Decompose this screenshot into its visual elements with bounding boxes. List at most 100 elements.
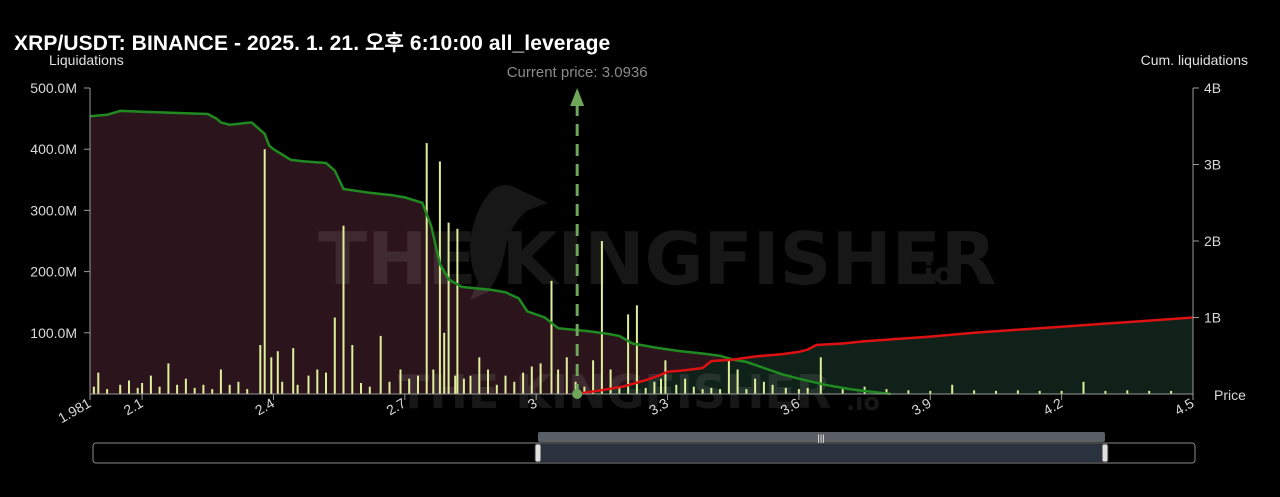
liquidation-bar: [1104, 390, 1107, 394]
right-axis-ticks: 1B 2B 3B 4B: [1193, 80, 1221, 326]
liquidation-bar: [539, 363, 542, 394]
long-liquidations-area: [575, 317, 1193, 394]
liquidation-bar: [692, 386, 695, 394]
liquidation-bar: [368, 386, 371, 394]
liquidation-bar: [841, 389, 844, 394]
right-tick-label: 1B: [1204, 310, 1221, 326]
liquidation-bar: [158, 386, 161, 394]
chart-title: XRP/USDT: BINANCE - 2025. 1. 21. 오후 6:10…: [14, 32, 611, 55]
liquidation-bar: [710, 387, 713, 394]
liquidation-bar: [211, 389, 214, 394]
long-cumulative-line: [575, 316, 1194, 396]
liquidation-bar: [784, 387, 787, 394]
liquidation-bar: [478, 357, 481, 394]
liquidation-bar: [797, 389, 800, 394]
liquidation-bar: [1126, 390, 1129, 394]
kingfisher-bird-icon: [470, 185, 548, 300]
range-slider-grip-icon[interactable]: |||: [817, 433, 824, 443]
x-tick-label: 1.981: [55, 395, 94, 426]
liquidation-bar: [184, 378, 187, 394]
liquidation-bar: [1170, 390, 1173, 394]
liquidation-bar: [487, 369, 489, 394]
liquidation-bar: [1016, 390, 1019, 394]
liquidation-bar: [600, 241, 603, 394]
current-price-label: Current price: 3.0936: [507, 64, 648, 81]
liquidation-bar: [425, 143, 428, 394]
liquidation-bar: [727, 360, 730, 394]
range-slider-left-handle[interactable]: [534, 443, 542, 463]
liquidation-bar: [806, 387, 809, 394]
liquidation-bar: [246, 389, 249, 394]
right-tick-label: 4B: [1204, 80, 1221, 96]
liquidation-bar: [951, 384, 954, 394]
liquidation-bar: [592, 360, 595, 394]
liquidation-bar: [684, 378, 687, 394]
left-tick-label: 100.0M: [30, 325, 77, 341]
liquidation-bar: [522, 372, 525, 394]
liquidation-bars: [92, 143, 1173, 394]
liquidation-bar: [119, 384, 122, 394]
liquidation-bar: [664, 360, 667, 394]
liquidation-bar: [399, 369, 402, 394]
liquidation-bar: [504, 375, 507, 394]
liquidation-bar: [292, 348, 295, 394]
liquidation-bar: [973, 390, 976, 394]
liquidation-bar: [106, 389, 109, 394]
liquidation-bar: [281, 381, 284, 394]
liquidation-bar: [771, 384, 774, 394]
liquidation-bar: [237, 381, 240, 394]
liquidation-bar: [408, 378, 411, 394]
range-slider-track[interactable]: [92, 442, 1196, 464]
liquidation-bar: [360, 383, 362, 394]
liquidation-bar: [316, 369, 319, 394]
range-slider-drag-bar[interactable]: [538, 432, 1105, 442]
liquidation-bar: [167, 363, 170, 394]
liquidation-bar: [701, 389, 704, 394]
left-axis-title: Liquidations: [49, 52, 124, 68]
liquidation-bar: [719, 389, 722, 394]
liquidation-bar: [469, 375, 472, 394]
liquidation-bar: [557, 369, 560, 394]
liquidation-bar: [454, 375, 457, 394]
liquidation-bar: [660, 378, 662, 394]
liquidation-bar: [495, 384, 498, 394]
liquidation-bar: [550, 280, 553, 394]
liquidation-bar: [609, 369, 612, 394]
liquidation-bar: [351, 345, 354, 394]
liquidation-bar: [1082, 381, 1085, 394]
liquidation-bar: [462, 378, 465, 394]
liquidation-bar: [438, 161, 441, 394]
x-axis-title: Price: [1214, 387, 1246, 403]
right-axis-title: Cum. liquidations: [1140, 52, 1248, 68]
liquidation-bar: [443, 332, 446, 394]
left-tick-label: 300.0M: [30, 202, 77, 218]
liquidation-bar: [432, 369, 435, 394]
liquidation-bar: [219, 369, 222, 394]
liquidation-bar: [296, 384, 299, 394]
liquidation-bar: [202, 384, 205, 394]
range-slider[interactable]: |||: [92, 432, 1196, 464]
short-liquidations-area: [90, 110, 891, 395]
liquidation-bar: [259, 345, 262, 394]
liquidation-bar: [618, 386, 621, 394]
range-slider-selection[interactable]: [538, 444, 1105, 462]
liquidation-bar: [1148, 390, 1151, 394]
liquidation-bar: [333, 317, 336, 394]
short-cumulative-line: [89, 109, 892, 396]
liquidation-bar: [276, 351, 279, 394]
current-price-marker: Current price: 3.0936: [507, 64, 648, 399]
liquidation-bar: [97, 372, 100, 394]
left-axis-ticks: 100.0M 200.0M 300.0M 400.0M 500.0M: [30, 80, 90, 341]
range-slider-right-handle[interactable]: [1101, 443, 1109, 463]
liquidation-bar: [736, 369, 739, 394]
right-tick-label: 2B: [1204, 233, 1221, 249]
liquidation-bar: [745, 389, 748, 394]
liquidation-bar: [907, 390, 910, 394]
liquidation-bar: [447, 222, 450, 394]
liquidation-bar: [176, 384, 179, 394]
liquidation-bar: [574, 381, 577, 394]
liquidation-bar: [456, 228, 459, 394]
liquidation-bar: [565, 357, 568, 394]
liquidation-bar: [929, 390, 932, 394]
